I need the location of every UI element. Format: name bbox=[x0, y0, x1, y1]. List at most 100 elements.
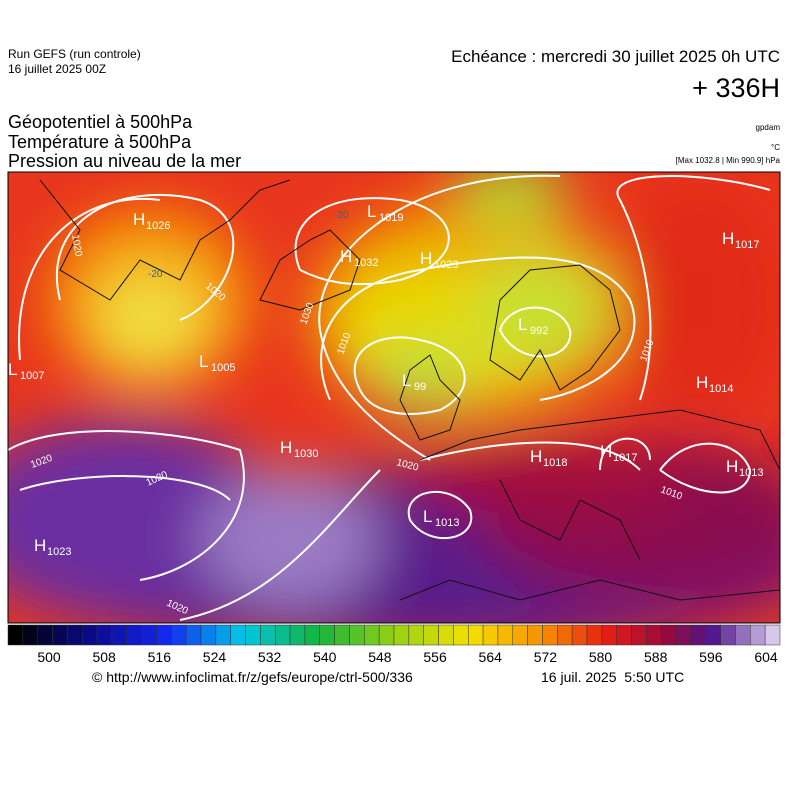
pressure-center: H 1013 bbox=[726, 457, 763, 479]
colorbar-tick-label: 556 bbox=[423, 649, 447, 665]
svg-text:H: H bbox=[726, 457, 738, 476]
pressure-center: H 1014 bbox=[696, 373, 733, 395]
colorbar-tick-label: 580 bbox=[589, 649, 613, 665]
colorbar-swatch bbox=[453, 624, 469, 646]
svg-text:H: H bbox=[722, 229, 734, 248]
map bbox=[8, 172, 780, 623]
svg-text:L: L bbox=[402, 371, 411, 390]
pressure-center: H 1023 bbox=[420, 249, 458, 271]
colorbar-swatch bbox=[156, 624, 172, 646]
pressure-center: L 992 bbox=[518, 315, 548, 337]
colorbar-swatch bbox=[675, 624, 692, 646]
svg-text:1017: 1017 bbox=[613, 452, 637, 464]
colorbar-swatch bbox=[37, 624, 53, 646]
colorbar-swatch bbox=[631, 624, 647, 646]
unit: °C bbox=[771, 143, 780, 152]
svg-text:H: H bbox=[600, 442, 612, 461]
colorbar-swatch bbox=[586, 624, 603, 646]
unit: [Max 1032.8 | Min 990.9] hPa bbox=[676, 156, 781, 165]
map-frame bbox=[7, 171, 781, 624]
svg-text:H: H bbox=[340, 247, 352, 266]
colorbar-swatch bbox=[349, 624, 365, 646]
colorbar-swatch bbox=[171, 624, 187, 646]
svg-text:H: H bbox=[133, 210, 145, 229]
run-date: 16 juillet 2025 00Z bbox=[8, 62, 106, 76]
pressure-center: H 1017 bbox=[722, 229, 759, 251]
colorbar-swatch bbox=[408, 624, 424, 646]
pressure-center: L 1005 bbox=[199, 352, 235, 374]
svg-text:L: L bbox=[367, 202, 376, 221]
colorbar-swatch bbox=[690, 624, 707, 646]
title: Température à 500hPa bbox=[8, 132, 192, 152]
colorbar-swatch bbox=[646, 624, 662, 646]
colorbar-swatch bbox=[497, 624, 514, 646]
svg-text:1005: 1005 bbox=[211, 362, 235, 374]
colorbar-tick-label: 540 bbox=[313, 649, 337, 665]
svg-text:1007: 1007 bbox=[20, 370, 44, 382]
colorbar-swatch bbox=[601, 624, 617, 646]
temperature-label: -20 bbox=[334, 210, 349, 221]
svg-text:H: H bbox=[696, 373, 708, 392]
colorbar-swatch bbox=[67, 624, 83, 646]
colorbar-swatch bbox=[245, 624, 261, 646]
title: Géopotentiel à 500hPa bbox=[8, 112, 193, 132]
colorbar-swatch bbox=[111, 624, 128, 646]
colorbar-swatch bbox=[482, 624, 499, 646]
pressure-center: H 1017 bbox=[600, 442, 637, 464]
forecast: Echéance : mercredi 30 juillet 2025 0h U… bbox=[451, 47, 780, 66]
colorbar-tick-label: 524 bbox=[203, 649, 227, 665]
unit: gpdam bbox=[756, 123, 781, 132]
colorbar-swatch bbox=[720, 624, 736, 646]
colorbar-swatch bbox=[96, 624, 113, 646]
colorbar-swatch bbox=[705, 624, 721, 646]
svg-text:H: H bbox=[280, 438, 292, 457]
colorbar-tick-label: 548 bbox=[368, 649, 392, 665]
colorbar-tick-label: 508 bbox=[92, 649, 116, 665]
colorbar-tick-label: 596 bbox=[699, 649, 723, 665]
svg-text:H: H bbox=[530, 447, 542, 466]
colorbar-swatch bbox=[393, 624, 410, 646]
colorbar-tick-label: 604 bbox=[754, 649, 778, 665]
svg-text:1013: 1013 bbox=[435, 517, 459, 529]
svg-text:1023: 1023 bbox=[47, 546, 71, 558]
source: © http://www.infoclimat.fr/z/gefs/europe… bbox=[92, 669, 413, 685]
colorbar-swatch bbox=[304, 624, 321, 646]
colorbar-swatch bbox=[141, 624, 157, 646]
colorbar-tick-label: 588 bbox=[644, 649, 668, 665]
svg-text:1019: 1019 bbox=[379, 212, 403, 224]
svg-text:992: 992 bbox=[530, 325, 548, 337]
colorbar-swatch bbox=[764, 624, 781, 646]
colorbar-tick-label: 500 bbox=[37, 649, 61, 665]
title: Pression au niveau de la mer bbox=[8, 151, 241, 171]
pressure-center: H 1026 bbox=[133, 210, 170, 232]
pressure-center: L 1019 bbox=[367, 202, 403, 224]
colorbar-swatch bbox=[364, 624, 380, 646]
colorbar-swatch bbox=[735, 624, 751, 646]
colorbar-tick-label: 532 bbox=[258, 649, 282, 665]
temperature-label: -20 bbox=[148, 269, 163, 280]
colorbar-swatch bbox=[750, 624, 766, 646]
colorbar-swatch bbox=[557, 624, 573, 646]
svg-text:L: L bbox=[8, 360, 17, 379]
svg-text:H: H bbox=[420, 249, 432, 268]
svg-text:1030: 1030 bbox=[294, 448, 318, 460]
colorbar-swatch bbox=[289, 624, 306, 646]
colorbar-swatch bbox=[334, 624, 350, 646]
colorbar-swatch bbox=[215, 624, 231, 646]
colorbar-swatch bbox=[438, 624, 454, 646]
generated: 16 juil. 2025 5:50 UTC bbox=[541, 669, 684, 685]
colorbar-swatch bbox=[81, 624, 98, 646]
svg-text:1018: 1018 bbox=[543, 457, 567, 469]
svg-text:1026: 1026 bbox=[146, 220, 170, 232]
colorbar-tick-label: 516 bbox=[148, 649, 172, 665]
svg-text:99: 99 bbox=[414, 381, 426, 393]
pressure-center: H 1032 bbox=[340, 247, 378, 269]
svg-text:1032: 1032 bbox=[354, 257, 378, 269]
svg-text:1017: 1017 bbox=[735, 239, 759, 251]
colorbar-tick-label: 572 bbox=[534, 649, 558, 665]
colorbar-swatch bbox=[126, 624, 142, 646]
colorbar-swatch bbox=[200, 624, 217, 646]
run: Run GEFS (run controle) bbox=[8, 47, 141, 61]
pressure-center: H 1018 bbox=[530, 447, 567, 469]
